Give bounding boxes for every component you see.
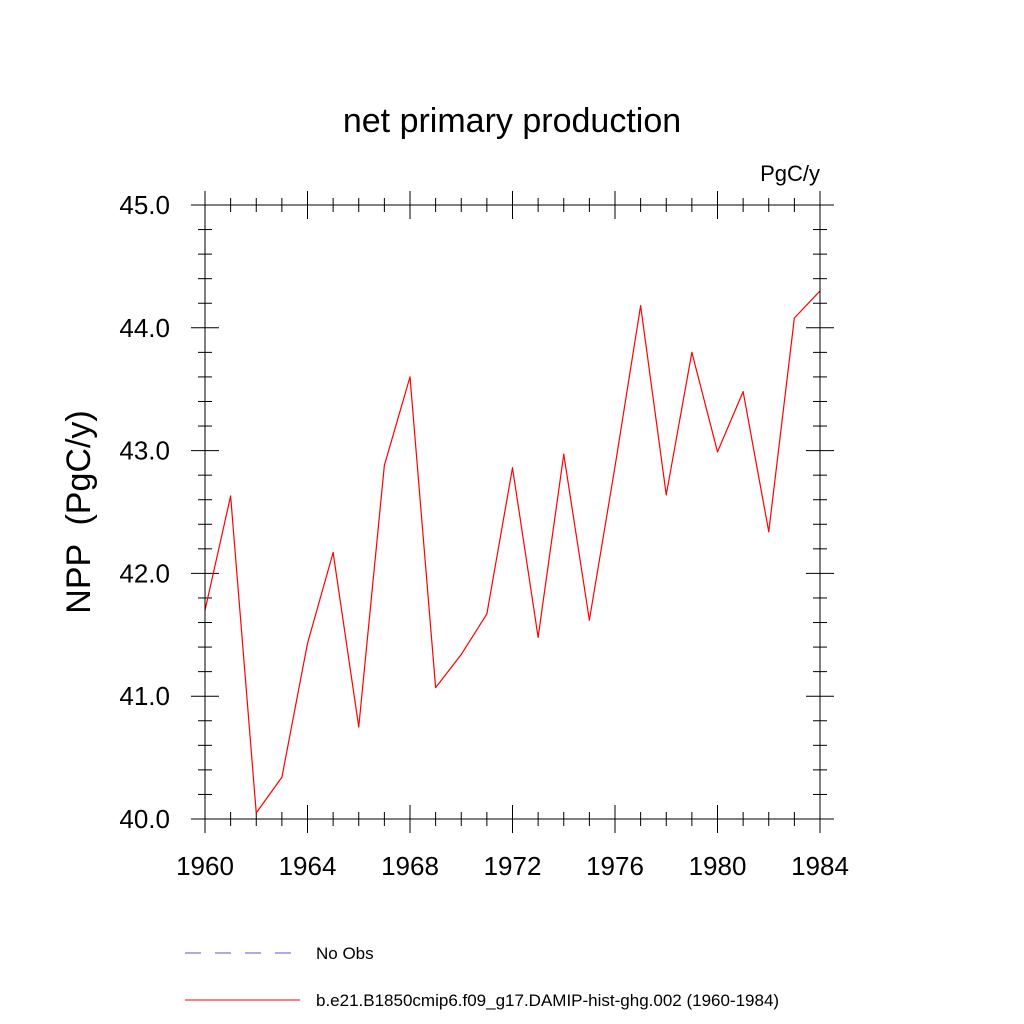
series-segment-1968 bbox=[409, 376, 437, 689]
legend: No Obs b.e21.B1850cmip6.f09_g17.DAMIP-hi… bbox=[185, 944, 779, 1010]
y-tick-label-5: 45.0 bbox=[119, 190, 170, 220]
series-segment-1970 bbox=[460, 613, 488, 656]
series-segment-1969 bbox=[435, 653, 462, 689]
x-tick-label-1972: 1972 bbox=[484, 851, 542, 881]
axis-ticks bbox=[191, 191, 834, 833]
legend-label-model: b.e21.B1850cmip6.f09_g17.DAMIP-hist-ghg.… bbox=[316, 991, 779, 1010]
y-tick-label-1: 41.0 bbox=[119, 681, 170, 711]
plot-frame bbox=[204, 204, 821, 820]
series-segment-1982 bbox=[768, 317, 795, 533]
series-segment-1966 bbox=[358, 464, 385, 728]
series-segment-1960 bbox=[204, 495, 232, 611]
series-segment-1962 bbox=[255, 776, 283, 814]
y-tick-label-3: 43.0 bbox=[119, 436, 170, 466]
x-tick-label-1976: 1976 bbox=[586, 851, 644, 881]
series-segment-1975 bbox=[588, 465, 616, 621]
series-segment-1983 bbox=[793, 290, 821, 319]
legend-label-no-obs: No Obs bbox=[316, 944, 374, 963]
x-tick-label-1960: 1960 bbox=[176, 851, 234, 881]
x-tick-label-1968: 1968 bbox=[381, 851, 439, 881]
y-tick-label-2: 42.0 bbox=[119, 558, 170, 588]
series-segment-1961 bbox=[230, 495, 257, 814]
series-segment-1974 bbox=[563, 453, 590, 621]
series-segment-1964 bbox=[306, 551, 334, 644]
series-segment-1976 bbox=[614, 305, 642, 468]
y-tick-label-4: 44.0 bbox=[119, 313, 170, 343]
series-segment-1981 bbox=[742, 391, 770, 533]
series-segment-1965 bbox=[332, 551, 360, 728]
x-tick-label-1984: 1984 bbox=[791, 851, 849, 881]
series-segment-1978 bbox=[665, 351, 693, 496]
x-tick-label-1964: 1964 bbox=[279, 851, 337, 881]
series-segment-1977 bbox=[640, 305, 667, 496]
series-segment-1963 bbox=[281, 642, 309, 778]
y-axis-label: NPP (PgC/y) bbox=[60, 410, 98, 613]
series-segment-1971 bbox=[486, 467, 514, 615]
series-segment-1979 bbox=[691, 351, 719, 453]
y-tick-label-0: 40.0 bbox=[119, 804, 170, 834]
series-layer bbox=[204, 290, 821, 814]
series-segment-1973 bbox=[537, 453, 565, 638]
series-segment-1972 bbox=[511, 467, 539, 638]
x-tick-label-1980: 1980 bbox=[689, 851, 747, 881]
series-segment-1980 bbox=[716, 391, 744, 453]
series-segment-1967 bbox=[383, 376, 411, 466]
units-label: PgC/y bbox=[760, 161, 820, 186]
tick-labels: 1960 1964 1968 1972 1976 1980 1984 40.0 41.0 42.0… bbox=[119, 190, 849, 881]
series-line-0 bbox=[204, 290, 821, 814]
chart-title: net primary production bbox=[343, 102, 681, 140]
